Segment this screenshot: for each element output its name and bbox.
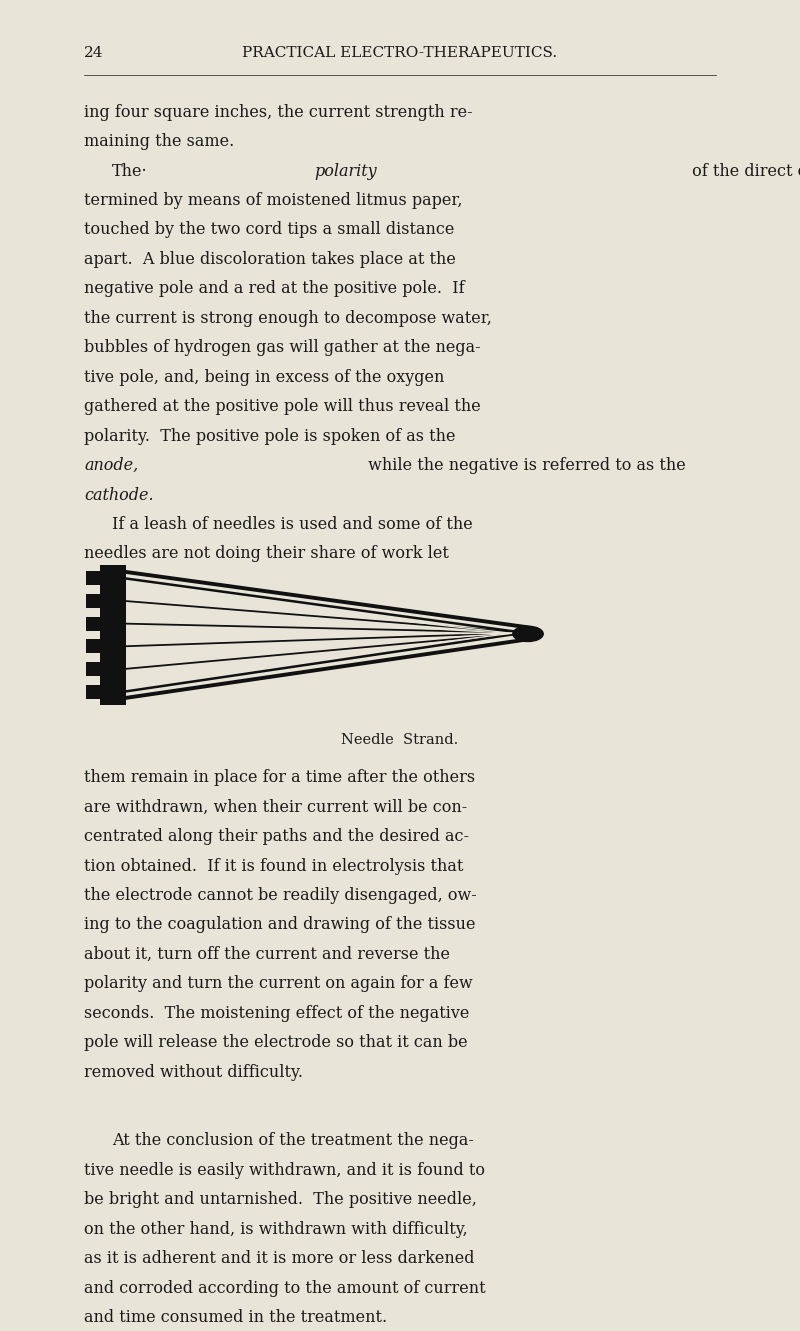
Text: of the direct current may be de-: of the direct current may be de- <box>687 162 800 180</box>
Text: while the negative is referred to as the: while the negative is referred to as the <box>363 457 686 474</box>
Bar <box>86 594 100 608</box>
Text: polarity and turn the current on again for a few: polarity and turn the current on again f… <box>84 976 473 993</box>
Text: removed without difficulty.: removed without difficulty. <box>84 1063 303 1081</box>
Text: If a leash of needles is used and some of the: If a leash of needles is used and some o… <box>112 516 473 532</box>
Text: 24: 24 <box>84 45 103 60</box>
Text: pole will release the electrode so that it can be: pole will release the electrode so that … <box>84 1034 468 1051</box>
Text: centrated along their paths and the desired ac-: centrated along their paths and the desi… <box>84 828 469 845</box>
Text: tive needle is easily withdrawn, and it is found to: tive needle is easily withdrawn, and it … <box>84 1162 485 1179</box>
Text: maining the same.: maining the same. <box>84 133 234 150</box>
Bar <box>86 616 100 631</box>
Text: be bright and untarnished.  The positive needle,: be bright and untarnished. The positive … <box>84 1191 477 1209</box>
Text: polarity.  The positive pole is spoken of as the: polarity. The positive pole is spoken of… <box>84 427 455 445</box>
Text: negative pole and a red at the positive pole.  If: negative pole and a red at the positive … <box>84 281 465 297</box>
Bar <box>86 571 100 586</box>
Bar <box>86 662 100 676</box>
Text: as it is adherent and it is more or less darkened: as it is adherent and it is more or less… <box>84 1250 474 1267</box>
Text: and time consumed in the treatment.: and time consumed in the treatment. <box>84 1310 387 1326</box>
Text: anode,: anode, <box>84 457 138 474</box>
Text: are withdrawn, when their current will be con-: are withdrawn, when their current will b… <box>84 799 467 816</box>
Text: seconds.  The moistening effect of the negative: seconds. The moistening effect of the ne… <box>84 1005 470 1022</box>
Text: about it, turn off the current and reverse the: about it, turn off the current and rever… <box>84 946 450 962</box>
Text: At the conclusion of the treatment the nega-: At the conclusion of the treatment the n… <box>112 1133 474 1150</box>
Bar <box>100 566 126 705</box>
Text: the current is strong enough to decompose water,: the current is strong enough to decompos… <box>84 310 492 327</box>
Text: touched by the two cord tips a small distance: touched by the two cord tips a small dis… <box>84 221 454 238</box>
Bar <box>86 639 100 654</box>
Text: needles are not doing their share of work let: needles are not doing their share of wor… <box>84 546 449 563</box>
Text: tive pole, and, being in excess of the oxygen: tive pole, and, being in excess of the o… <box>84 369 444 386</box>
Bar <box>86 684 100 699</box>
Text: them remain in place for a time after the others: them remain in place for a time after th… <box>84 769 475 787</box>
Text: Needle  Strand.: Needle Strand. <box>342 733 458 747</box>
Text: ing to the coagulation and drawing of the tissue: ing to the coagulation and drawing of th… <box>84 917 475 933</box>
Text: and corroded according to the amount of current: and corroded according to the amount of … <box>84 1279 486 1296</box>
Text: The·: The· <box>112 162 148 180</box>
Text: apart.  A blue discoloration takes place at the: apart. A blue discoloration takes place … <box>84 252 456 268</box>
Text: the electrode cannot be readily disengaged, ow-: the electrode cannot be readily disengag… <box>84 886 477 904</box>
Ellipse shape <box>513 626 543 642</box>
Text: polarity: polarity <box>314 162 377 180</box>
Text: gathered at the positive pole will thus reveal the: gathered at the positive pole will thus … <box>84 398 481 415</box>
Text: bubbles of hydrogen gas will gather at the nega-: bubbles of hydrogen gas will gather at t… <box>84 339 481 357</box>
Text: on the other hand, is withdrawn with difficulty,: on the other hand, is withdrawn with dif… <box>84 1221 468 1238</box>
Text: cathode.: cathode. <box>84 487 154 503</box>
Text: PRACTICAL ELECTRO-THERAPEUTICS.: PRACTICAL ELECTRO-THERAPEUTICS. <box>242 45 558 60</box>
Text: tion obtained.  If it is found in electrolysis that: tion obtained. If it is found in electro… <box>84 857 463 874</box>
Text: ing four square inches, the current strength re-: ing four square inches, the current stre… <box>84 104 473 121</box>
Text: termined by means of moistened litmus paper,: termined by means of moistened litmus pa… <box>84 192 462 209</box>
